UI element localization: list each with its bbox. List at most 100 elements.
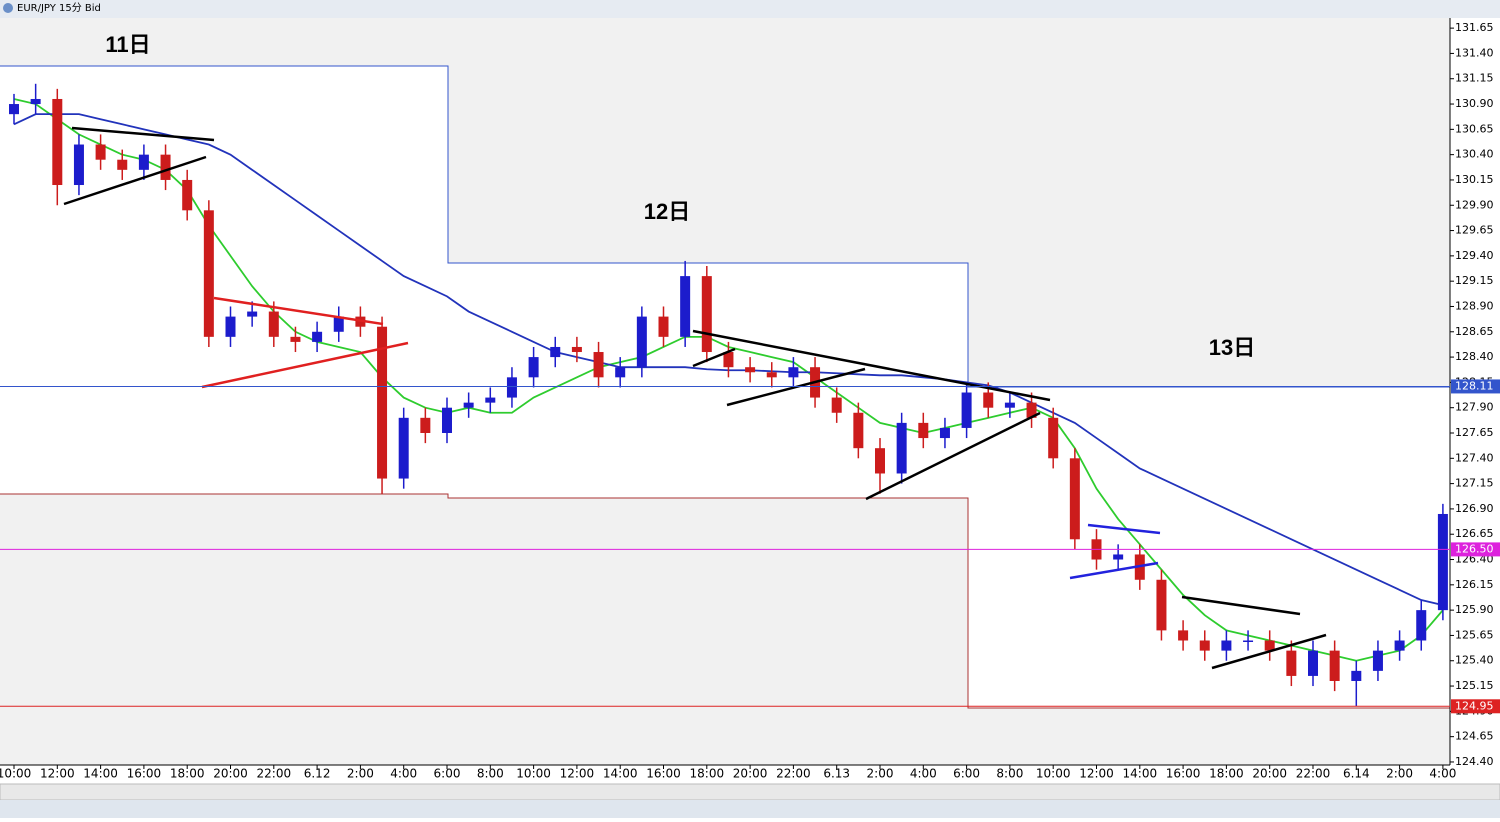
day-range-fill — [0, 66, 1450, 708]
app-icon — [3, 3, 13, 13]
y-tick-label: 131.15 — [1455, 72, 1494, 85]
candle-body — [333, 316, 344, 332]
y-tick-label: 129.15 — [1455, 274, 1494, 287]
x-tick-label: 6.14 — [1343, 767, 1370, 781]
candle-body — [723, 352, 734, 368]
trend-line — [1069, 561, 1159, 580]
candle-body — [463, 402, 474, 408]
y-tick-label: 125.65 — [1455, 628, 1494, 641]
candle-body — [831, 397, 842, 413]
candle-body — [680, 276, 691, 337]
candle-body — [550, 346, 561, 358]
y-tick-label: 129.65 — [1455, 224, 1494, 237]
candle-body — [225, 316, 236, 337]
candle-body — [268, 311, 279, 337]
x-tick-label: 10:00 — [1036, 767, 1071, 781]
candle-body — [95, 144, 106, 160]
x-tick-label: 18:00 — [690, 767, 725, 781]
trend-line — [1181, 595, 1301, 616]
candle-body — [918, 422, 929, 439]
trend-line — [1087, 523, 1161, 535]
candle-body — [1243, 640, 1254, 642]
candle-body — [1026, 402, 1037, 418]
x-tick-label: 16:00 — [646, 767, 681, 781]
day-low-line — [0, 493, 1450, 709]
candle-body — [1221, 640, 1232, 651]
candle-body — [1329, 650, 1340, 681]
x-tick-label: 14:00 — [83, 767, 118, 781]
x-tick-label: 20:00 — [1252, 767, 1287, 781]
trend-line — [201, 341, 409, 389]
candle-body — [485, 397, 496, 403]
candle-body — [247, 311, 258, 317]
x-tick-label: 6:00 — [953, 767, 980, 781]
x-tick-label: 22:00 — [1296, 767, 1331, 781]
day-high-line — [0, 65, 1450, 388]
x-tick-label: 10:00 — [516, 767, 551, 781]
candle-body — [896, 422, 907, 474]
y-tick-label: 126.90 — [1455, 502, 1494, 515]
y-tick-label: 130.90 — [1455, 97, 1494, 110]
y-tick-label: 126.65 — [1455, 527, 1494, 540]
candle-body — [701, 276, 712, 353]
x-tick-label: 18:00 — [1209, 767, 1244, 781]
candle-body — [1394, 640, 1405, 651]
price-label: 124.95 — [1455, 699, 1494, 712]
x-tick-label: 14:00 — [603, 767, 638, 781]
y-tick-label: 125.40 — [1455, 654, 1494, 667]
price-label: 128.11 — [1455, 379, 1494, 392]
y-tick-label: 130.15 — [1455, 173, 1494, 186]
y-tick-label: 124.65 — [1455, 730, 1494, 743]
x-tick-label: 4:00 — [390, 767, 417, 781]
candle-body — [658, 316, 669, 337]
candle-body — [1113, 554, 1124, 560]
day-label: 12日 — [644, 199, 690, 224]
y-tick-label: 128.40 — [1455, 350, 1494, 363]
price-label-box — [1451, 379, 1500, 394]
y-tick-label: 130.40 — [1455, 148, 1494, 161]
candle-body — [117, 159, 128, 170]
candle-body — [593, 352, 604, 378]
candle-body — [571, 346, 582, 353]
chart-title: EUR/JPY 15分 Bid — [17, 2, 101, 14]
y-tick-label: 129.90 — [1455, 198, 1494, 211]
scrollbar[interactable] — [0, 783, 1500, 801]
trend-line — [865, 411, 1041, 501]
candle-body — [788, 367, 799, 378]
candle-body — [182, 179, 193, 211]
candle-body — [528, 357, 539, 378]
price-label: 126.50 — [1455, 542, 1494, 555]
y-tick-label: 127.65 — [1455, 426, 1494, 439]
x-tick-label: 20:00 — [213, 767, 248, 781]
x-tick-label: 22:00 — [257, 767, 292, 781]
candle-body — [1286, 650, 1297, 676]
candle-body — [442, 407, 452, 433]
y-tick-label: 125.90 — [1455, 603, 1494, 616]
candle-body — [1372, 650, 1383, 671]
status-bar — [0, 800, 1500, 818]
candle-body — [1416, 610, 1427, 641]
trend-line — [692, 329, 1051, 402]
candle-body — [1048, 417, 1059, 459]
x-tick-label: 12:00 — [1079, 767, 1114, 781]
y-tick-label: 124.40 — [1455, 755, 1494, 768]
x-tick-label: 16:00 — [127, 767, 162, 781]
candle-body — [30, 98, 41, 105]
x-tick-label: 22:00 — [776, 767, 811, 781]
y-tick-label: 126.15 — [1455, 578, 1494, 591]
x-tick-label: 12:00 — [560, 767, 595, 781]
candle-body — [398, 417, 409, 479]
trend-line — [1211, 633, 1327, 670]
day-boxes — [0, 65, 1450, 709]
candle-body — [875, 448, 885, 474]
x-tick-label: 8:00 — [477, 767, 504, 781]
trend-line — [71, 126, 215, 142]
day-label: 11日 — [105, 32, 150, 57]
candle-body — [377, 326, 388, 479]
price-label-box — [1451, 699, 1500, 714]
candle-body — [766, 372, 777, 378]
candle-body — [1156, 579, 1167, 631]
trend-lines — [63, 126, 1327, 670]
x-tick-label: 6.12 — [304, 767, 331, 781]
